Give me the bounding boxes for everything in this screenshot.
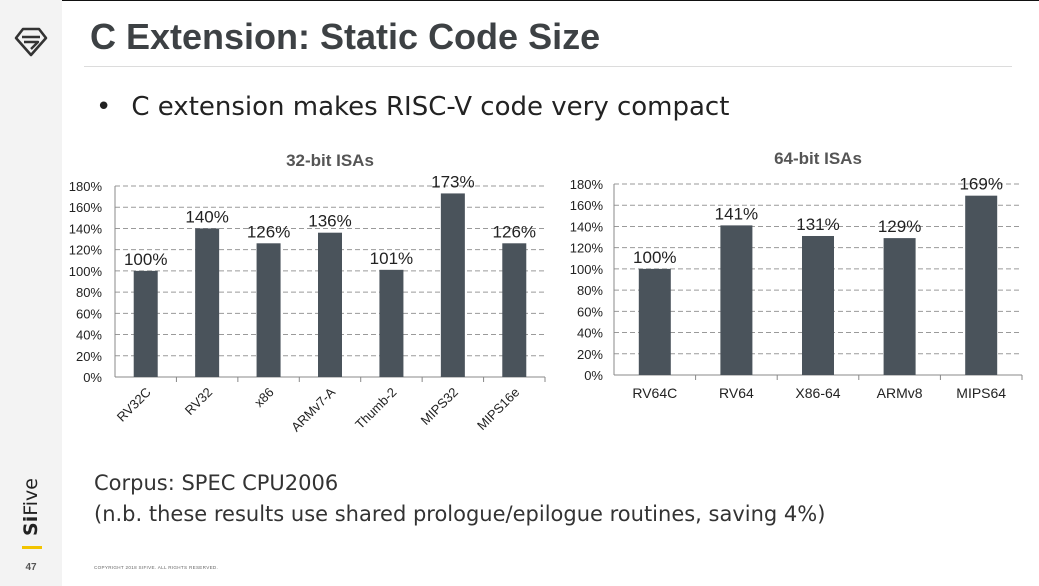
bar: [318, 232, 342, 377]
x-tick-label: x86: [251, 385, 276, 410]
x-tick-label: MIPS64: [956, 385, 1006, 401]
sidebar: [0, 0, 62, 586]
bar: [802, 235, 834, 375]
bar: [502, 243, 527, 377]
x-tick-label: X86-64: [795, 385, 840, 401]
x-tick-label: RV32C: [114, 385, 154, 425]
chart-title: 64-bit ISAs: [774, 149, 862, 168]
y-tick-label: 40%: [577, 326, 603, 341]
bullet-dot: •: [96, 92, 112, 122]
bar: [195, 228, 220, 377]
data-label: 131%: [796, 215, 839, 234]
y-tick-label: 100%: [69, 264, 103, 279]
slide-title: C Extension: Static Code Size: [90, 16, 601, 57]
brand-accent-bar: [22, 546, 42, 549]
y-tick-label: 0%: [83, 370, 102, 385]
y-tick-label: 140%: [570, 219, 604, 234]
y-tick-label: 0%: [584, 368, 603, 383]
data-label: 136%: [308, 212, 351, 231]
y-tick-label: 180%: [69, 179, 103, 194]
data-label: 141%: [715, 204, 758, 223]
data-label: 173%: [431, 172, 474, 191]
y-tick-label: 120%: [69, 243, 103, 258]
data-label: 126%: [247, 222, 290, 241]
page-number: 47: [25, 562, 37, 573]
x-tick-label: RV64: [719, 385, 754, 401]
bar: [638, 268, 671, 375]
bar: [256, 243, 281, 377]
bar: [133, 270, 158, 377]
y-tick-label: 80%: [577, 283, 603, 298]
y-tick-label: 160%: [570, 198, 604, 213]
y-tick-label: 20%: [577, 347, 603, 362]
chart-title: 32-bit ISAs: [286, 151, 374, 170]
y-tick-label: 180%: [570, 177, 604, 192]
copyright-notice: COPYRIGHT 2018 SIFIVE. ALL RIGHTS RESERV…: [94, 565, 219, 570]
bar: [720, 225, 753, 375]
bar: [440, 193, 465, 377]
y-tick-label: 160%: [69, 200, 103, 215]
data-label: 101%: [370, 249, 413, 268]
x-tick-label: RV64C: [632, 385, 677, 401]
title-divider: [84, 66, 1012, 67]
data-label: 100%: [633, 248, 676, 267]
x-tick-label: ARMv8: [877, 385, 923, 401]
data-label: 140%: [185, 207, 228, 226]
top-border: [0, 0, 1039, 1]
y-tick-label: 40%: [76, 328, 102, 343]
bullet-point: • C extension makes RISC-V code very comp…: [96, 92, 729, 122]
bar: [883, 238, 916, 375]
sifive-logo-icon: [14, 27, 48, 57]
data-label: 129%: [878, 217, 921, 236]
x-tick-label: MIPS32: [418, 385, 461, 428]
x-tick-label: RV32: [182, 385, 215, 418]
x-tick-label: ARMv7-A: [288, 384, 338, 434]
bar: [965, 195, 998, 375]
data-label: 100%: [124, 250, 167, 269]
corpus-footnote: (n.b. these results use shared prologue/…: [94, 502, 826, 526]
data-label: 126%: [493, 222, 536, 241]
y-tick-label: 120%: [570, 241, 604, 256]
x-tick-label: MIPS16e: [474, 385, 522, 433]
corpus-line: Corpus: SPEC CPU2006: [94, 471, 339, 495]
y-tick-label: 80%: [76, 285, 102, 300]
y-tick-label: 60%: [76, 306, 102, 321]
corpus-note: Corpus: SPEC CPU2006 (n.b. these results…: [94, 468, 825, 530]
y-tick-label: 20%: [76, 349, 102, 364]
data-label: 169%: [959, 175, 1002, 194]
bar: [379, 269, 404, 377]
y-tick-label: 140%: [69, 221, 103, 236]
x-tick-label: Thumb-2: [352, 385, 399, 432]
y-tick-label: 100%: [570, 262, 604, 277]
bullet-text: C extension makes RISC-V code very compa…: [131, 92, 730, 122]
y-tick-label: 60%: [577, 304, 603, 319]
